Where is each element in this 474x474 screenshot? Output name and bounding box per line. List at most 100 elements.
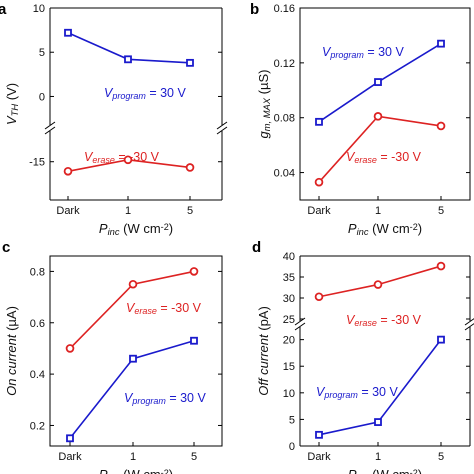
data-point-program — [374, 418, 382, 426]
y-tick-label: 0.6 — [30, 318, 45, 330]
y-tick-label: 0.12 — [274, 58, 295, 70]
x-axis-title-part: (W cm — [120, 221, 161, 236]
series-label-erase: Verase = -30 V — [84, 150, 160, 165]
series-label-erase-part: V — [346, 313, 356, 327]
x-axis-title-part: inc — [108, 227, 120, 237]
series-label-erase: Verase = -30 V — [346, 313, 422, 328]
x-axis-title-part: (W cm — [369, 467, 410, 474]
y-tick-label: 5 — [289, 414, 295, 426]
data-point-erase — [123, 155, 133, 165]
panel-letter-a: a — [0, 1, 7, 18]
series-label-erase-part: V — [126, 301, 136, 315]
y-tick-label: 0.16 — [274, 3, 295, 15]
x-axis-title-part: -2 — [161, 222, 169, 232]
data-point-erase — [314, 177, 324, 187]
data-point-program — [64, 28, 72, 37]
y-tick-label: 10 — [283, 388, 295, 400]
axis-break-mark — [464, 323, 474, 331]
data-point-erase — [63, 166, 73, 176]
x-tick-label: Dark — [58, 451, 82, 463]
x-tick-label: 5 — [438, 205, 444, 217]
y-axis-title-part: (µS) — [256, 70, 271, 98]
panel-letter-c: c — [2, 239, 10, 256]
y-axis-title: gm, MAX (µS) — [256, 70, 272, 139]
series-label-program-part: V — [316, 385, 326, 399]
axis-break-mark — [216, 126, 228, 135]
series-label-erase-part: V — [346, 150, 356, 164]
x-tick-label: 1 — [125, 205, 131, 217]
y-axis-title-part: (pA) — [256, 306, 271, 334]
x-tick-label: Dark — [56, 205, 80, 217]
data-point-erase — [65, 344, 75, 353]
y-axis-title-part: Off current — [256, 333, 271, 396]
data-point-erase — [373, 280, 383, 289]
x-tick-label: 5 — [187, 205, 193, 217]
x-axis-title-part: -2 — [410, 222, 418, 232]
x-axis-title-part: ) — [169, 467, 173, 474]
y-tick-label: 40 — [283, 251, 295, 263]
series-label-program-part: V — [104, 86, 114, 100]
data-point-erase — [314, 292, 324, 302]
y-axis-title-part: V — [4, 115, 19, 125]
data-point-program — [186, 58, 194, 67]
y-tick-label: 0.8 — [30, 266, 45, 278]
series-label-erase-part: erase — [134, 306, 157, 316]
series-label-erase-part: erase — [354, 155, 377, 165]
x-axis-title: Pinc (W cm-2) — [99, 221, 173, 237]
series-label-program-part: = 30 V — [358, 385, 399, 399]
panel-a — [44, 7, 228, 201]
axis-break-mark — [44, 121, 56, 130]
data-point-program — [437, 335, 445, 344]
data-point-program — [315, 430, 323, 439]
series-label-program: Vprogram = 30 V — [316, 385, 398, 400]
x-axis-title-part: -2 — [161, 468, 169, 474]
x-tick-label: Dark — [307, 451, 331, 463]
panel-b — [299, 7, 471, 201]
y-tick-label: 25 — [283, 314, 295, 326]
x-tick-label: Dark — [307, 205, 331, 217]
data-point-program — [129, 354, 137, 363]
y-tick-label: -15 — [29, 157, 45, 169]
x-axis-title-part: P — [348, 221, 357, 236]
y-axis-title-part: (V) — [4, 83, 19, 104]
series-label-program-part: V — [124, 391, 134, 405]
series-label-program: Vprogram = 30 V — [104, 86, 186, 101]
y-tick-label: 20 — [283, 335, 295, 347]
y-tick-label: 30 — [283, 293, 295, 305]
series-label-erase-part: erase — [354, 318, 377, 328]
y-axis-title: VTH (V) — [4, 83, 20, 125]
panel-letter-d: d — [252, 239, 261, 256]
series-label-program-part: program — [131, 396, 166, 406]
data-point-erase — [185, 163, 195, 172]
x-axis-title-part: (W cm — [369, 221, 410, 236]
x-tick-label: 1 — [375, 451, 381, 463]
data-point-program — [437, 39, 445, 48]
series-label-program-part: = 30 V — [146, 86, 187, 100]
y-axis-title-part: (µA) — [4, 306, 19, 334]
series-label-erase: Verase = -30 V — [346, 150, 422, 165]
y-tick-label: 35 — [283, 272, 295, 284]
y-tick-label: 5 — [39, 47, 45, 59]
x-axis-title: Pinc (W cm-2) — [348, 221, 422, 237]
plot-frame — [299, 7, 471, 201]
data-point-program — [374, 78, 382, 86]
x-axis-title-part: ) — [418, 221, 422, 236]
x-axis-title-part: ) — [418, 467, 422, 474]
series-label-program-part: = 30 V — [166, 391, 207, 405]
x-tick-label: 5 — [438, 451, 444, 463]
x-axis-title-part: P — [99, 221, 108, 236]
series-label-program-part: program — [329, 50, 364, 60]
data-point-erase — [436, 261, 446, 271]
y-axis-title-part: On current — [4, 333, 19, 396]
data-point-erase — [436, 121, 446, 131]
y-tick-label: 0.08 — [274, 113, 295, 125]
x-axis-title-part: P — [99, 467, 108, 474]
axis-break-mark — [216, 121, 228, 130]
series-label-program-part: V — [322, 45, 332, 59]
y-axis-title-part: g — [256, 130, 271, 138]
y-tick-label: 10 — [33, 3, 45, 15]
y-tick-label: 0.04 — [274, 168, 295, 180]
data-point-erase — [373, 112, 383, 121]
panel-c — [49, 255, 223, 447]
